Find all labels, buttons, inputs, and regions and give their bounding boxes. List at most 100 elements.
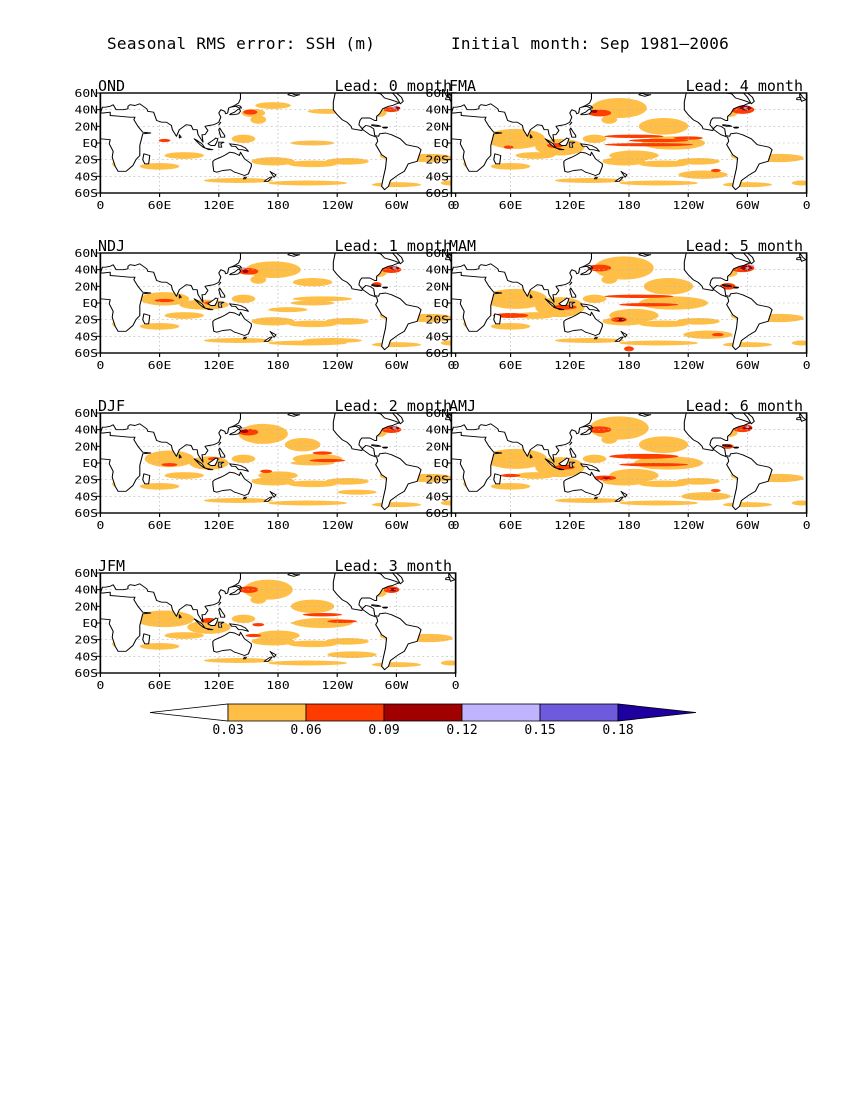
map-panel-djf: DJF Lead: 2 month 0 60E 120E 180 120W 60W 0 60N 40…	[74, 397, 459, 537]
lat-tick-label: EQ	[433, 297, 449, 310]
lat-tick-label: EQ	[433, 457, 449, 470]
lat-tick-label: 40S	[425, 330, 449, 343]
lat-tick-label: 60S	[425, 187, 449, 200]
panel-season: DJF	[98, 397, 126, 415]
colorbar-segment-below	[149, 703, 229, 722]
lon-tick-label: 0	[96, 359, 104, 372]
colorbar-segment	[305, 703, 385, 722]
error-band-0.12-0.15	[745, 426, 750, 428]
lon-tick-label: 120E	[203, 359, 234, 372]
land-outline	[451, 253, 807, 351]
lat-tick-label: 20S	[425, 474, 449, 487]
map-panel-amj: AMJ Lead: 6 month 0 60E 120E 180 120W 60W 0 60N 40…	[425, 397, 811, 537]
lon-tick-label: 60E	[148, 359, 172, 372]
lon-tick-label: 120E	[203, 679, 234, 692]
lat-tick-label: 20N	[425, 120, 449, 133]
lon-tick-label: 120W	[673, 519, 705, 532]
land-outline	[100, 93, 456, 191]
lon-tick-label: 0	[96, 519, 104, 532]
panel-lead: Lead: 4 month	[685, 77, 803, 95]
lat-tick-label: EQ	[82, 137, 98, 150]
figure-subtitle: Initial month: Sep 1981–2006	[451, 34, 730, 53]
lon-tick-label: 120E	[203, 519, 234, 532]
lat-tick-label: 60S	[425, 347, 449, 360]
lat-tick-label: 40N	[74, 264, 98, 277]
lat-tick-label: 20S	[74, 314, 98, 327]
lon-tick-label: 120E	[554, 199, 585, 212]
panel-season: FMA	[449, 77, 477, 95]
lon-tick-label: 0	[452, 679, 460, 692]
error-band-0.06-0.09	[158, 107, 400, 143]
lat-tick-label: 40S	[425, 490, 449, 503]
lon-tick-label: 180	[617, 359, 641, 372]
lat-tick-label: 20N	[74, 440, 98, 453]
lat-tick-label: 60S	[74, 507, 98, 520]
lat-tick-label: 40N	[425, 424, 449, 437]
lat-tick-label: 20N	[74, 600, 98, 613]
lon-tick-label: 180	[617, 519, 641, 532]
lat-tick-label: 60N	[425, 247, 449, 260]
lon-tick-label: 60E	[499, 519, 523, 532]
lon-tick-label: 180	[266, 199, 290, 212]
lat-tick-label: 20N	[425, 440, 449, 453]
lon-tick-label: 60E	[148, 199, 172, 212]
lat-tick-label: 60S	[74, 347, 98, 360]
lon-tick-label: 180	[266, 679, 290, 692]
map-plot: 0 60E 120E 180 120W 60W 0 60N 40N 20N EQ 20S 40S 60S	[74, 87, 459, 212]
lat-tick-label: 40N	[425, 264, 449, 277]
map-panel-ond: OND Lead: 0 month 0 60E 120E 180 120W 60W 0 60N 40…	[74, 77, 459, 217]
lat-tick-label: 20S	[74, 474, 98, 487]
error-band-0.12-0.15	[745, 264, 755, 269]
lon-tick-label: 0	[447, 519, 455, 532]
lat-tick-label: 20S	[425, 314, 449, 327]
panel-season: JFM	[98, 557, 126, 575]
colorbar-label: 0.12	[446, 723, 477, 738]
map-panel-ndj: NDJ Lead: 1 month 0 60E 120E 180 120W 60W 0 60N 40…	[74, 237, 460, 377]
land-outline	[100, 413, 456, 511]
land-outline	[451, 413, 807, 511]
colorbar-segment-above	[617, 703, 697, 722]
lon-tick-label: 0	[96, 679, 104, 692]
panel-lead: Lead: 0 month	[334, 77, 452, 95]
figure-title: Seasonal RMS error: SSH (m)	[107, 34, 376, 53]
lat-tick-label: 20S	[74, 154, 98, 167]
lat-tick-label: 60N	[425, 407, 449, 420]
colorbar-segment	[539, 703, 619, 722]
lat-tick-label: 20N	[425, 280, 449, 293]
error-band-0.09-0.12	[602, 426, 753, 479]
panel-lead: Lead: 3 month	[334, 557, 452, 575]
colorbar-label: 0.06	[290, 723, 321, 738]
lat-tick-label: 60N	[74, 247, 98, 260]
lat-tick-label: 60N	[74, 407, 98, 420]
lon-tick-label: 60W	[736, 359, 760, 372]
lon-tick-label: 0	[447, 359, 455, 372]
lat-tick-label: 40S	[74, 490, 98, 503]
lon-tick-label: 120W	[322, 679, 354, 692]
lat-tick-label: 40S	[74, 650, 98, 663]
lon-tick-label: 120W	[322, 519, 354, 532]
lon-tick-label: 120W	[322, 359, 354, 372]
colorbar-segment	[461, 703, 541, 722]
panel-season: AMJ	[449, 397, 477, 415]
colorbar-label: 0.15	[524, 723, 555, 738]
lon-tick-label: 0	[803, 519, 811, 532]
lat-tick-label: 60S	[425, 507, 449, 520]
panel-lead: Lead: 2 month	[334, 397, 452, 415]
lon-tick-label: 0	[452, 359, 460, 372]
lon-tick-label: 60E	[148, 679, 172, 692]
lon-tick-label: 120W	[673, 359, 705, 372]
lon-tick-label: 60W	[736, 199, 760, 212]
land-outline	[100, 573, 456, 671]
lat-tick-label: 40N	[74, 584, 98, 597]
lon-tick-label: 120W	[322, 199, 354, 212]
lat-tick-label: 60N	[425, 87, 449, 100]
colorbar-segment	[383, 703, 463, 722]
lat-tick-label: 20N	[74, 120, 98, 133]
lon-tick-label: 60E	[499, 359, 523, 372]
lon-tick-label: 180	[266, 359, 290, 372]
panel-lead: Lead: 6 month	[685, 397, 803, 415]
map-panel-jfm: JFM Lead: 3 month 0 60E 120E 180 120W 60W 0 60N 40…	[74, 557, 460, 697]
lon-tick-label: 0	[803, 199, 811, 212]
lat-tick-label: 60N	[74, 567, 98, 580]
map-panel-mam: MAM Lead: 5 month 0 60E 120E 180 120W 60W 0 60N 40…	[425, 237, 810, 377]
